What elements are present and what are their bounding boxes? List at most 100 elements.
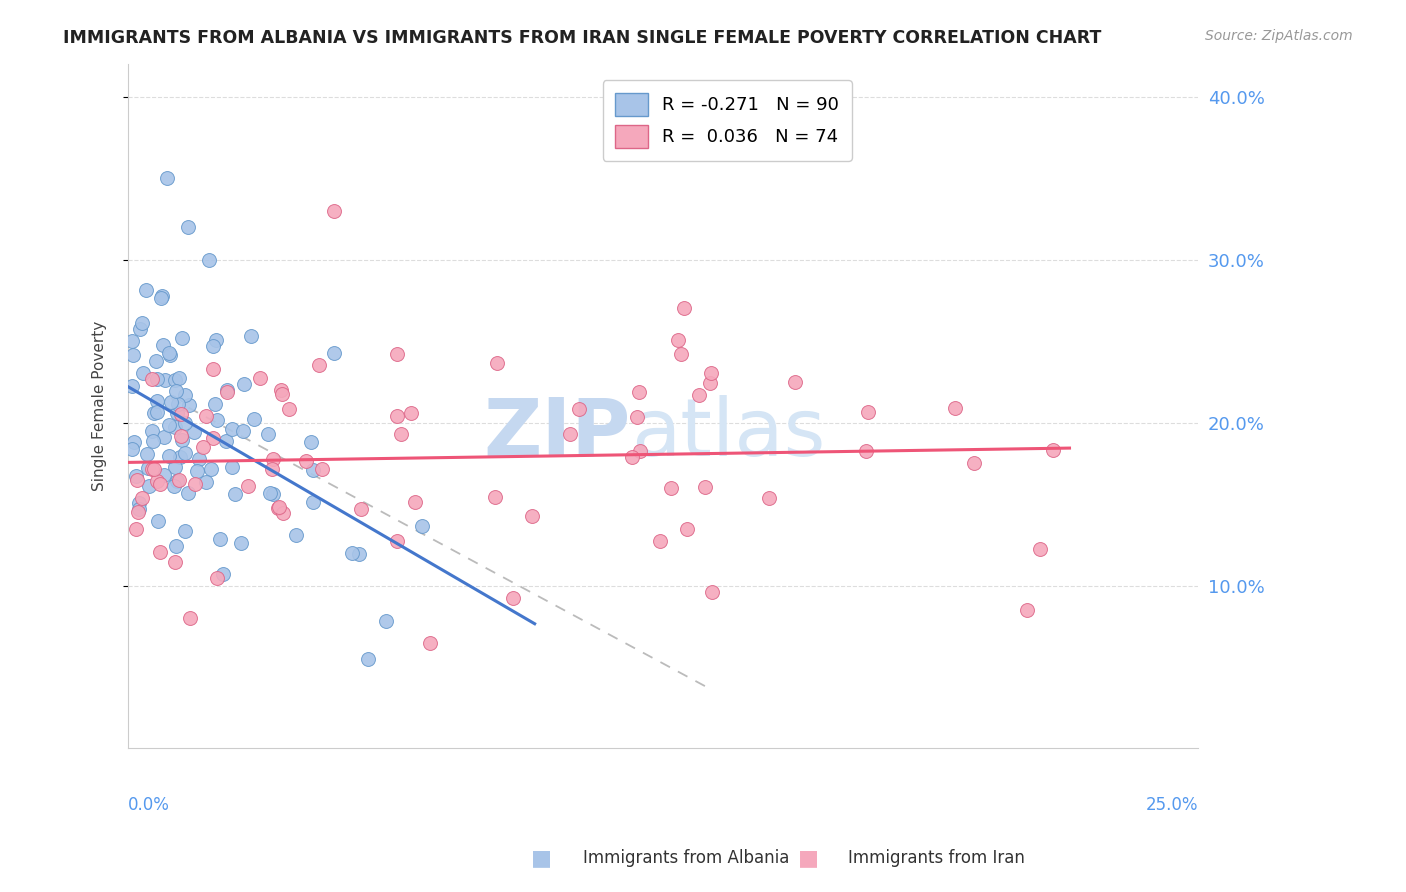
Point (153, 373, 176, 387)
Point (165, 540, 187, 554)
Point (149, 291, 172, 305)
Point (191, 440, 214, 454)
Point (242, 412, 264, 426)
Point (149, 545, 172, 559)
Point (295, 454, 318, 468)
Point (194, 409, 217, 423)
Point (357, 652, 380, 666)
Point (558, 426, 581, 441)
Point (166, 474, 188, 488)
Point (232, 424, 254, 438)
Point (648, 534, 671, 549)
Point (1042, 443, 1064, 458)
Point (347, 547, 370, 561)
Point (135, 447, 157, 461)
Point (205, 413, 228, 427)
Point (198, 252, 221, 267)
Point (174, 388, 197, 402)
Point (169, 450, 191, 465)
Point (177, 486, 200, 500)
Y-axis label: Single Female Poverty: Single Female Poverty (93, 321, 107, 491)
Point (233, 376, 256, 391)
Point (249, 371, 271, 385)
Point (124, 468, 146, 483)
Text: 25.0%: 25.0% (1146, 797, 1198, 814)
Point (146, 474, 169, 488)
Point (128, 322, 150, 336)
Point (202, 431, 225, 445)
Point (174, 416, 197, 430)
Point (322, 203, 344, 218)
Point (783, 375, 806, 389)
Point (145, 354, 167, 368)
Point (855, 444, 877, 458)
Point (259, 486, 281, 500)
Point (187, 452, 209, 467)
Point (302, 463, 325, 477)
Point (174, 524, 197, 538)
Point (257, 427, 280, 442)
Point (205, 571, 228, 585)
Point (620, 450, 643, 464)
Point (208, 532, 231, 546)
Point (153, 430, 176, 444)
Point (628, 444, 651, 458)
Point (159, 449, 181, 463)
Point (142, 462, 165, 476)
Point (148, 514, 170, 528)
Point (485, 356, 508, 370)
Point (141, 425, 163, 439)
Point (350, 501, 373, 516)
Point (858, 405, 880, 419)
Text: ■: ■ (531, 848, 551, 868)
Point (157, 418, 180, 433)
Point (163, 479, 186, 493)
Text: IMMIGRANTS FROM ALBANIA VS IMMIGRANTS FROM IRAN SINGLE FEMALE POVERTY CORRELATIO: IMMIGRANTS FROM ALBANIA VS IMMIGRANTS FR… (63, 29, 1102, 46)
Point (127, 473, 149, 487)
Point (943, 401, 966, 415)
Point (404, 495, 426, 509)
Point (125, 522, 148, 536)
Point (695, 480, 717, 494)
Point (152, 468, 174, 483)
Point (163, 419, 186, 434)
Point (260, 461, 283, 475)
Point (128, 496, 150, 510)
Text: 0.0%: 0.0% (128, 797, 170, 814)
Point (142, 434, 165, 448)
Point (159, 346, 181, 360)
Text: Immigrants from Albania: Immigrants from Albania (583, 849, 790, 867)
Point (184, 477, 207, 491)
Point (179, 611, 201, 625)
Point (702, 585, 724, 599)
Point (628, 385, 651, 400)
Point (201, 362, 224, 376)
Point (149, 476, 172, 491)
Point (194, 475, 217, 489)
Point (302, 495, 325, 509)
Text: ■: ■ (799, 848, 818, 868)
Point (299, 434, 322, 449)
Point (186, 464, 208, 478)
Point (163, 460, 186, 475)
Point (676, 522, 699, 536)
Point (145, 372, 167, 386)
Point (387, 409, 409, 423)
Point (132, 366, 155, 380)
Point (688, 387, 710, 401)
Point (150, 289, 173, 303)
Point (135, 283, 157, 297)
Point (659, 481, 682, 495)
Point (963, 456, 986, 470)
Point (267, 500, 290, 515)
Point (121, 334, 143, 348)
Point (131, 316, 153, 330)
Text: atlas: atlas (631, 394, 825, 473)
Point (323, 346, 346, 360)
Point (666, 334, 689, 348)
Point (699, 376, 721, 390)
Point (156, 171, 179, 186)
Point (277, 401, 299, 416)
Point (204, 397, 226, 411)
Point (699, 367, 721, 381)
